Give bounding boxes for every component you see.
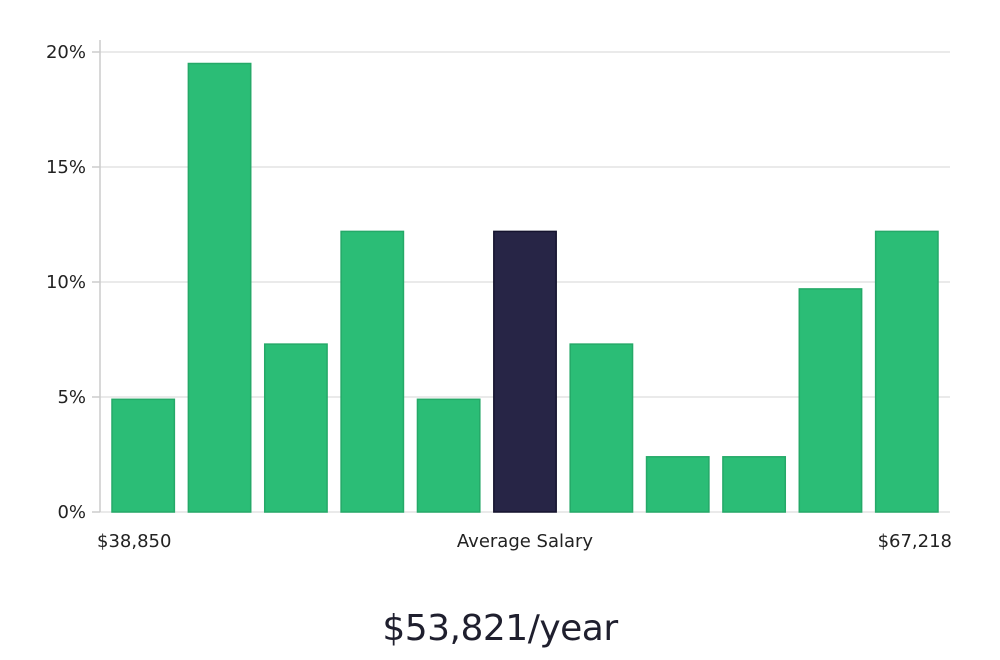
y-tick-label: 10%	[46, 272, 86, 293]
bar	[187, 62, 252, 513]
x-max-label: $67,218	[878, 531, 952, 552]
salary-histogram: 0% 5% 10% 15% 20% $38,850 Average Salary $67…	[46, 40, 952, 552]
average-salary-value: $53,821/year	[382, 608, 618, 649]
bar	[111, 398, 176, 513]
bar	[340, 230, 405, 513]
bar	[416, 398, 481, 513]
y-axis-ticks: 0% 5% 10% 15% 20%	[46, 42, 100, 523]
bar	[569, 343, 634, 513]
bar	[263, 343, 328, 513]
x-axis-title: Average Salary	[457, 531, 594, 552]
bar	[798, 288, 863, 513]
bars	[111, 62, 939, 513]
y-tick-label: 15%	[46, 157, 86, 178]
x-min-label: $38,850	[97, 531, 171, 552]
y-tick-label: 0%	[57, 502, 86, 523]
bar	[645, 456, 710, 513]
bar	[722, 456, 787, 513]
y-tick-label: 20%	[46, 42, 86, 63]
bar-highlighted	[493, 230, 557, 513]
y-tick-label: 5%	[57, 387, 86, 408]
bar	[874, 230, 939, 513]
